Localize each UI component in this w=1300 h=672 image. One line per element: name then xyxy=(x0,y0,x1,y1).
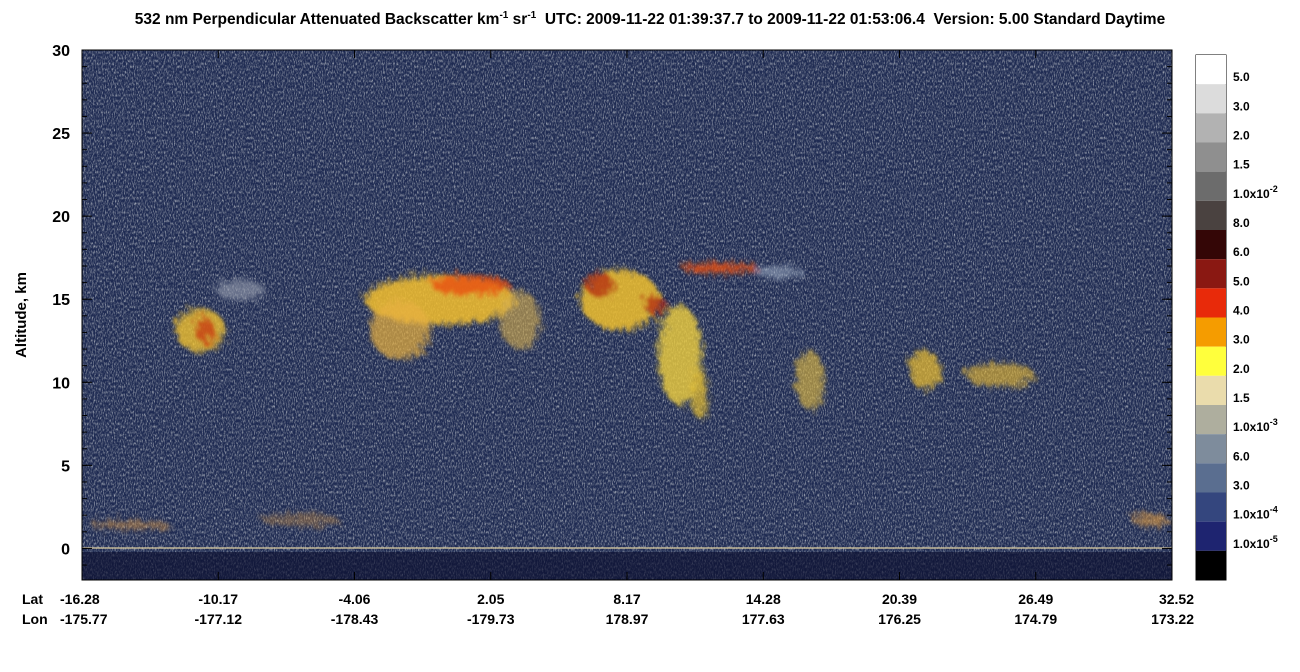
colorbar-cell xyxy=(1196,550,1226,580)
colorbar-cell xyxy=(1196,230,1226,260)
x-tick-label-lon: 174.79 xyxy=(1014,611,1057,627)
colorbar-cell xyxy=(1196,259,1226,289)
x-tick-label-lon: -175.77 xyxy=(60,611,108,627)
y-tick-label: 5 xyxy=(61,458,70,475)
y-tick-label: 30 xyxy=(52,43,70,60)
colorbar-label-text: 1.0x10 xyxy=(1233,508,1270,522)
colorbar-cell xyxy=(1196,521,1226,551)
plot-area xyxy=(82,50,1172,580)
colorbar-label-exponent: -2 xyxy=(1270,184,1278,194)
x-row-label: Lon xyxy=(22,611,48,627)
colorbar-cell xyxy=(1196,434,1226,464)
x-tick-label-lat: -16.28 xyxy=(60,591,100,607)
colorbar-label: 6.0 xyxy=(1233,245,1250,259)
colorbar-cell xyxy=(1196,113,1226,143)
x-tick-label-lon: -178.43 xyxy=(331,611,379,627)
colorbar-label-text: 4.0 xyxy=(1233,304,1250,318)
x-tick-label-lon: 178.97 xyxy=(606,611,649,627)
colorbar-label-text: 1.0x10 xyxy=(1233,420,1270,434)
x-tick-label-lon: -177.12 xyxy=(195,611,243,627)
x-tick-label-lat: -10.17 xyxy=(198,591,238,607)
x-tick-label-lat: 14.28 xyxy=(746,591,781,607)
x-tick-label-lat: 32.52 xyxy=(1159,591,1194,607)
colorbar-label-exponent: -3 xyxy=(1270,417,1278,427)
colorbar-label: 1.0x10-2 xyxy=(1233,184,1278,201)
cloud-features xyxy=(90,263,1170,530)
colorbar-label: 6.0 xyxy=(1233,449,1250,463)
colorbar-label-text: 1.0x10 xyxy=(1233,187,1270,201)
colorbar-cell xyxy=(1196,288,1226,318)
y-tick-label: 15 xyxy=(52,292,70,309)
colorbar-label: 5.0 xyxy=(1233,274,1250,288)
colorbar-label: 1.0x10-4 xyxy=(1233,505,1278,522)
x-tick-label-lon: 173.22 xyxy=(1151,611,1194,627)
colorbar-cell xyxy=(1196,463,1226,493)
title-superscript: -1 xyxy=(499,10,508,21)
x-tick-label-lon: 176.25 xyxy=(878,611,921,627)
x-tick-label-lat: 8.17 xyxy=(613,591,640,607)
colorbar-label: 2.0 xyxy=(1233,129,1250,143)
colorbar-label-text: 3.0 xyxy=(1233,479,1250,493)
colorbar-label-text: 8.0 xyxy=(1233,216,1250,230)
colorbar-cell xyxy=(1196,375,1226,405)
x-tick-label-lat: 26.49 xyxy=(1018,591,1053,607)
y-tick-label: 10 xyxy=(52,375,70,392)
x-tick-label-lon: -179.73 xyxy=(467,611,515,627)
colorbar-cell xyxy=(1196,84,1226,114)
colorbar-label-text: 5.0 xyxy=(1233,70,1250,84)
x-tick-label-lat: 20.39 xyxy=(882,591,917,607)
colorbar-label-exponent: -5 xyxy=(1270,534,1278,544)
colorbar-label-text: 1.5 xyxy=(1233,391,1250,405)
y-tick-label: 25 xyxy=(52,126,70,143)
colorbar-label-text: 2.0 xyxy=(1233,129,1250,143)
colorbar-label: 4.0 xyxy=(1233,304,1250,318)
y-tick-label: 20 xyxy=(52,209,70,226)
colorbar-cell xyxy=(1196,492,1226,522)
colorbar-label: 1.0x10-5 xyxy=(1233,534,1278,551)
colorbar-label-exponent: -4 xyxy=(1270,505,1278,515)
colorbar-cell xyxy=(1196,171,1226,201)
colorbar-label-text: 3.0 xyxy=(1233,99,1250,113)
colorbar-label-text: 6.0 xyxy=(1233,449,1250,463)
colorbar-cell xyxy=(1196,405,1226,435)
x-tick-label-lat: 2.05 xyxy=(477,591,504,607)
title-superscript: -1 xyxy=(527,10,536,21)
colorbar-label: 1.5 xyxy=(1233,158,1250,172)
colorbar-label: 1.5 xyxy=(1233,391,1250,405)
colorbar-label-text: 1.0x10 xyxy=(1233,537,1270,551)
title-part: sr xyxy=(508,11,527,28)
x-row-label: Lat xyxy=(22,591,43,607)
colorbar-label: 2.0 xyxy=(1233,362,1250,376)
colorbar-cell xyxy=(1196,346,1226,376)
chart-title: 532 nm Perpendicular Attenuated Backscat… xyxy=(135,10,1166,28)
colorbar-label: 3.0 xyxy=(1233,99,1250,113)
colorbar-label: 8.0 xyxy=(1233,216,1250,230)
colorbar-label-text: 6.0 xyxy=(1233,245,1250,259)
y-tick-label: 0 xyxy=(61,541,70,558)
colorbar-label: 3.0 xyxy=(1233,333,1250,347)
colorbar-label-text: 3.0 xyxy=(1233,333,1250,347)
colorbar-label-text: 2.0 xyxy=(1233,362,1250,376)
colorbar-label: 1.0x10-3 xyxy=(1233,417,1278,434)
colorbar-cell xyxy=(1196,55,1226,85)
colorbar-label-text: 1.5 xyxy=(1233,158,1250,172)
colorbar-cell xyxy=(1196,200,1226,230)
colorbar-cell xyxy=(1196,317,1226,347)
title-part: UTC: 2009-11-22 01:39:37.7 to 2009-11-22… xyxy=(536,11,1165,28)
colorbar-cell xyxy=(1196,142,1226,172)
title-part: 532 nm Perpendicular Attenuated Backscat… xyxy=(135,11,500,28)
y-axis-label: Altitude, km xyxy=(13,272,30,358)
colorbar-label-text: 5.0 xyxy=(1233,274,1250,288)
x-tick-label-lon: 177.63 xyxy=(742,611,785,627)
x-tick-label-lat: -4.06 xyxy=(339,591,371,607)
colorbar-label: 3.0 xyxy=(1233,479,1250,493)
colorbar-label: 5.0 xyxy=(1233,70,1250,84)
